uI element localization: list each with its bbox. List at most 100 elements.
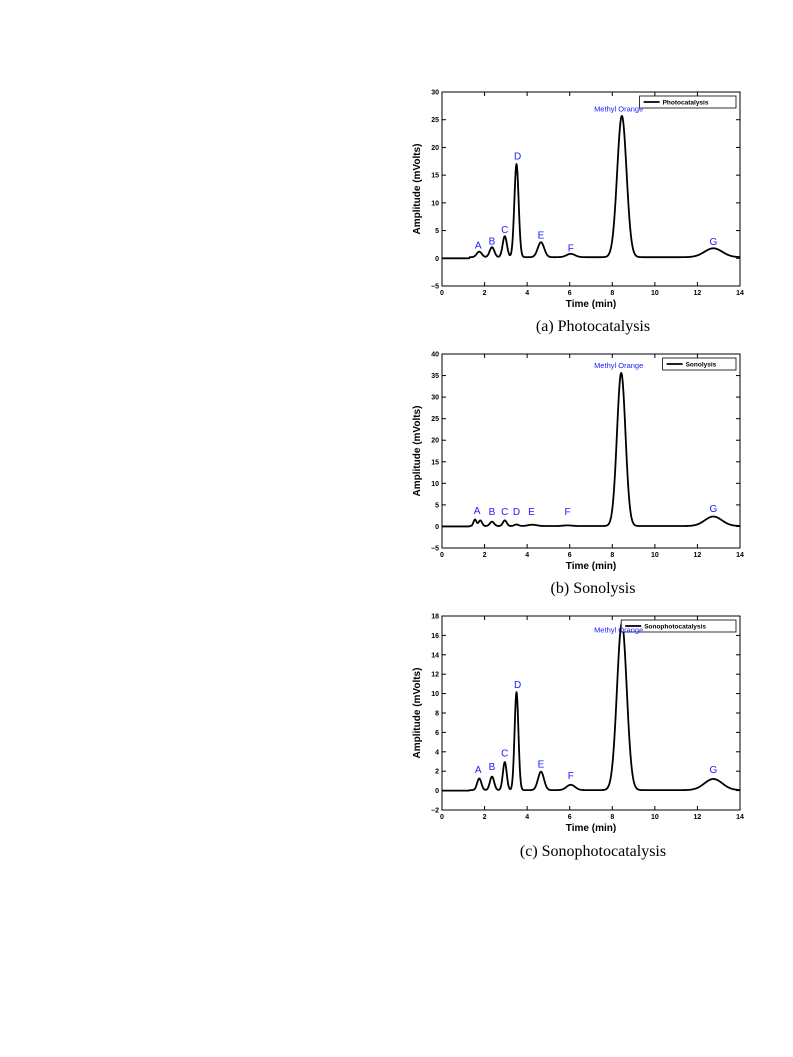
peak-label-c: C [501,507,508,518]
x-tick-label: 4 [525,552,529,559]
x-tick-label: 6 [568,552,572,559]
x-tick-label: 2 [483,552,487,559]
y-tick-label: 15 [431,173,439,180]
y-axis-label: Amplitude (mVolts) [412,406,423,497]
peak-label-b: B [489,507,496,518]
peak-label-a: A [475,765,482,776]
x-tick-label: 0 [440,552,444,559]
chart-panel-photocatalysis: 0 2 4 6 8 10 12 14 −5 0 5 10 15 20 25 30 Time (min) Ampli… [400,82,760,312]
y-tick-label: 14 [431,652,439,659]
y-tick-label: 25 [431,416,439,423]
y-tick-label: 10 [431,200,439,207]
x-tick-label: 14 [736,290,744,297]
legend-box [662,357,737,371]
y-tick-label: 12 [431,672,439,679]
peak-label-b: B [489,236,496,247]
peak-label-f: F [568,771,574,782]
x-tick-label: 2 [483,290,487,297]
y-tick-label: 35 [431,373,439,380]
x-tick-label: 8 [610,814,614,821]
series-line-sonophotocatalysis [441,622,741,792]
caption-photocatalysis: (a) Photocatalysis [535,318,651,335]
peak-label-e: E [538,759,545,770]
chart-panel-sonolysis: 0 2 4 6 8 10 12 14 −5 0 5 10 15 20 25 30 35 40 Time (min) A… [400,344,760,574]
x-tick-label: 12 [694,552,702,559]
caption-sonophotocatalysis: (c) Sonophotocatalysis [519,843,667,860]
x-tick-label: 0 [440,814,444,821]
peak-label-a: A [474,506,481,517]
x-axis-label: Time (min) [566,561,616,572]
legend-label: Sonophotocatalysis [644,624,706,631]
y-tick-label: −2 [431,808,439,815]
series-line-sonolysis [441,372,741,528]
y-tick-label: 18 [431,614,439,621]
y-tick-label: 5 [435,502,439,509]
y-tick-label: 15 [431,459,439,466]
legend-box [639,95,737,109]
y-tick-label: 10 [431,481,439,488]
legend-label: Sonolysis [686,362,717,369]
x-tick-label: 6 [568,290,572,297]
plot-frame [441,91,741,287]
y-tick-label: 20 [431,145,439,152]
peak-label-g: G [710,504,718,515]
peak-label-d: D [514,152,521,163]
x-tick-label: 14 [736,814,744,821]
x-tick-label: 6 [568,814,572,821]
peak-label-g: G [710,237,718,248]
peak-label-f: F [565,507,571,518]
peak-label-b: B [489,762,496,773]
y-tick-label: 0 [435,524,439,531]
y-axis-label: Amplitude (mVolts) [412,144,423,235]
x-tick-label: 10 [651,552,659,559]
x-tick-label: 10 [651,290,659,297]
peak-label-a: A [475,240,482,251]
x-tick-label: 12 [694,290,702,297]
peak-label-c: C [501,749,508,760]
y-tick-label: −5 [431,284,439,291]
y-tick-label: 4 [435,749,439,756]
peak-label-methyl-orange: Methyl Orange [594,625,643,634]
y-tick-label: 6 [435,730,439,737]
y-tick-label: 0 [435,788,439,795]
legend-box [620,619,737,633]
y-tick-label: −5 [431,546,439,553]
y-tick-label: 2 [435,769,439,776]
x-tick-label: 4 [525,290,529,297]
plot-frame [441,615,741,811]
y-tick-label: 5 [435,228,439,235]
x-tick-label: 10 [651,814,659,821]
legend-label: Photocatalysis [663,100,709,107]
y-tick-label: 40 [431,352,439,359]
peak-label-e: E [528,507,535,518]
plot-frame [441,353,741,549]
peak-label-c: C [501,225,508,236]
peak-label-f: F [568,244,574,255]
x-tick-label: 14 [736,552,744,559]
x-tick-label: 8 [610,552,614,559]
peak-label-d: D [514,680,521,691]
x-tick-label: 2 [483,814,487,821]
y-axis-label: Amplitude (mVolts) [412,668,423,759]
y-tick-label: 25 [431,117,439,124]
caption-sonolysis: (b) Sonolysis [550,580,636,597]
y-tick-label: 16 [431,633,439,640]
peak-label-methyl-orange: Methyl Orange [594,104,643,113]
y-tick-label: 10 [431,691,439,698]
y-tick-label: 20 [431,438,439,445]
peak-label-e: E [538,230,545,241]
peak-label-g: G [710,765,718,776]
x-tick-label: 0 [440,290,444,297]
y-tick-label: 8 [435,711,439,718]
y-tick-label: 30 [431,90,439,97]
x-tick-label: 8 [610,290,614,297]
x-axis-label: Time (min) [566,823,616,834]
y-tick-label: 0 [435,256,439,263]
x-tick-label: 12 [694,814,702,821]
y-tick-label: 30 [431,395,439,402]
x-axis-label: Time (min) [566,299,616,310]
peak-label-d: D [513,507,520,518]
